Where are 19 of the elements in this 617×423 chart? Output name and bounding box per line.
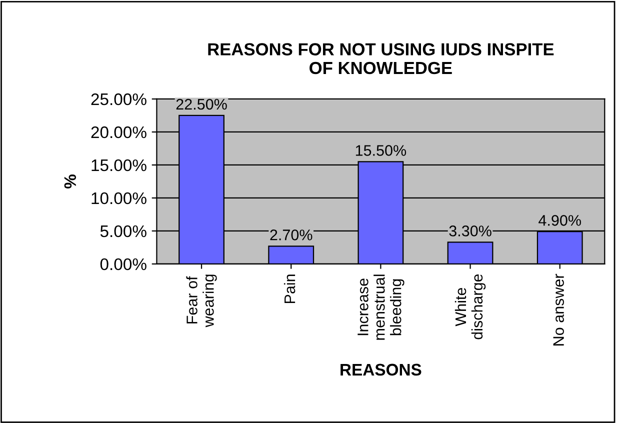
chart-title: REASONS FOR NOT USING IUDS INSPITE OF KNOWLEDGE: [208, 43, 554, 74]
x-axis-title: REASONS: [340, 364, 422, 376]
data-label: 22.50%: [176, 98, 227, 110]
data-label: 2.70%: [270, 230, 312, 240]
y-tick-label: 0.00%: [100, 258, 146, 270]
data-label: 3.30%: [449, 226, 492, 236]
y-tick-label: 25.00%: [91, 93, 146, 106]
data-label: 15.50%: [356, 145, 406, 156]
x-tick-label: No answer: [553, 274, 564, 346]
x-tick-label: White discharge: [454, 274, 486, 340]
y-tick-label: 10.00%: [92, 192, 146, 204]
y-tick-label: 5.00%: [100, 225, 146, 238]
y-tick-label: 15.00%: [92, 159, 146, 172]
x-tick-label: Fear of wearing: [186, 274, 217, 328]
x-tick-label: Pain: [284, 274, 296, 303]
y-tick-label: 20.00%: [91, 126, 146, 138]
x-tick-label: Increase menstrual bleeding: [358, 274, 404, 340]
data-label: 4.90%: [538, 215, 581, 226]
y-axis-title: %: [64, 174, 76, 188]
